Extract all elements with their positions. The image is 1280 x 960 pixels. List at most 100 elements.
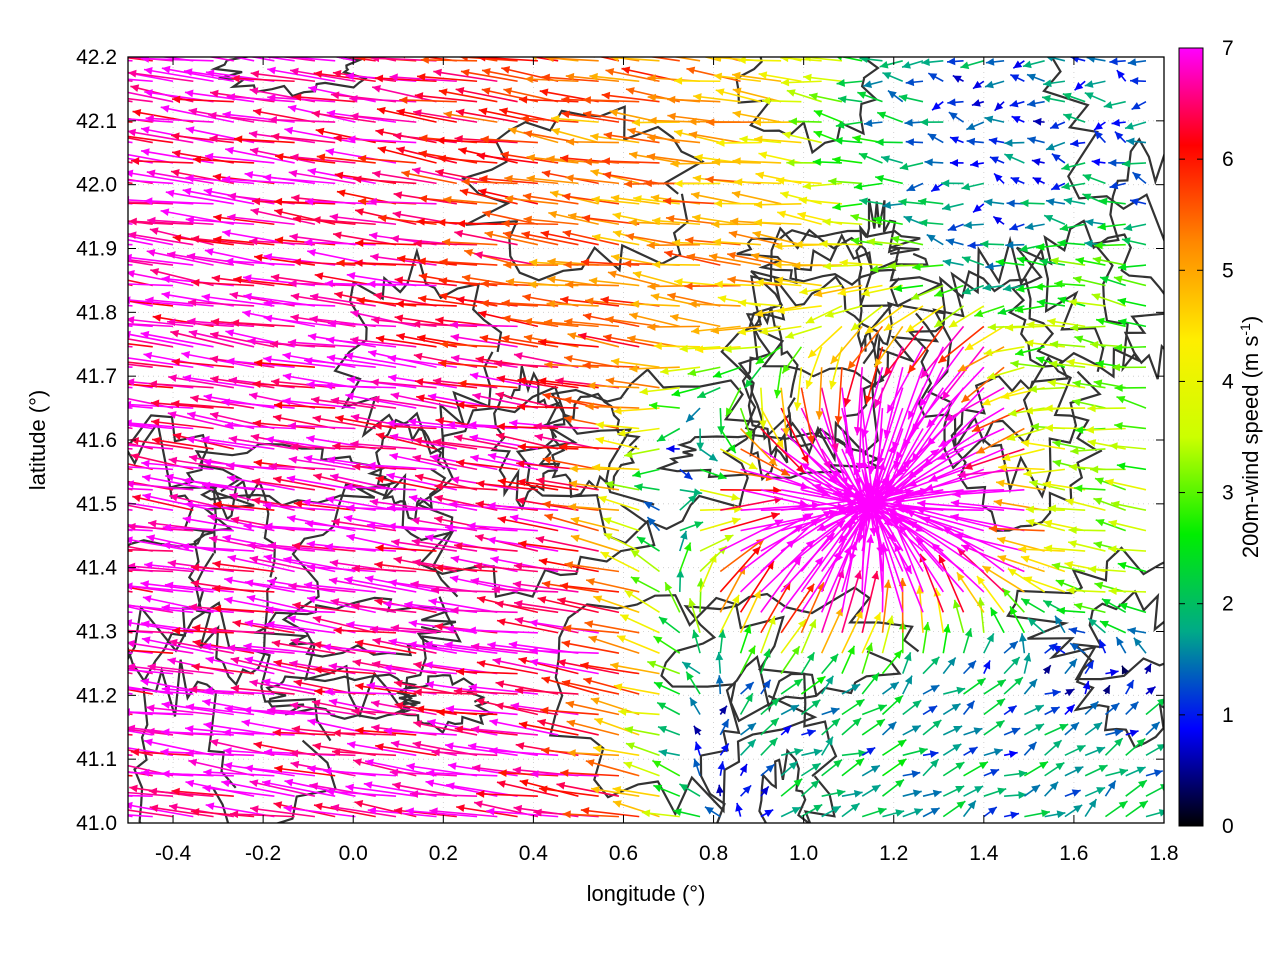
wind-arrow — [1104, 780, 1117, 797]
wind-arrow — [983, 346, 1025, 357]
terrain-contour — [461, 105, 705, 282]
wind-arrow — [1051, 153, 1066, 164]
wind-arrow — [983, 697, 1006, 716]
wind-arrow — [694, 741, 702, 756]
wind-arrow — [910, 284, 944, 300]
wind-arrow — [502, 230, 559, 246]
wind-arrow — [140, 580, 214, 593]
wind-arrow — [591, 233, 640, 246]
wind-arrow — [1087, 439, 1126, 450]
wind-arrow — [653, 342, 701, 351]
wind-arrow — [267, 541, 336, 552]
wind-arrow — [1095, 360, 1126, 369]
wind-arrow — [243, 522, 315, 532]
wind-arrow — [1108, 587, 1147, 595]
wind-arrow — [161, 701, 234, 716]
wind-arrow — [209, 411, 275, 430]
wind-arrow — [375, 544, 437, 552]
wind-arrow — [329, 213, 397, 226]
wind-arrow — [1050, 257, 1086, 266]
wind-arrow — [534, 433, 599, 450]
wind-arrow — [190, 394, 255, 409]
wind-arrow — [1109, 442, 1147, 451]
wind-arrow — [226, 644, 295, 655]
wind-arrow — [484, 230, 539, 246]
x-tick-label: 1.0 — [789, 842, 818, 865]
wind-arrow — [624, 725, 660, 736]
wind-arrow — [161, 728, 234, 737]
wind-arrow — [128, 629, 174, 634]
wind-arrow — [130, 748, 194, 757]
wind-arrow — [413, 688, 478, 697]
wind-arrow — [375, 743, 437, 757]
wind-arrow — [947, 223, 964, 232]
wind-arrow — [930, 182, 944, 193]
wind-arrow — [1074, 484, 1106, 493]
x-tick-label: 0.6 — [609, 842, 638, 865]
wind-arrow — [800, 779, 820, 797]
wind-arrow — [526, 174, 579, 185]
wind-arrow — [910, 366, 965, 433]
wind-arrow — [350, 309, 417, 328]
wind-arrow — [632, 271, 680, 287]
wind-arrow — [653, 681, 681, 695]
wind-arrow — [883, 325, 924, 377]
wind-arrow — [498, 769, 559, 778]
terrain-contour — [1007, 219, 1164, 379]
wind-arrow — [911, 387, 965, 463]
wind-arrow — [1064, 789, 1081, 797]
wind-arrow — [630, 300, 680, 308]
wind-arrow — [801, 729, 816, 737]
wind-arrow — [861, 407, 876, 496]
wind-arrow — [882, 681, 900, 695]
wind-arrow — [962, 628, 973, 654]
wind-arrow — [1023, 723, 1045, 736]
wind-arrow — [737, 299, 782, 307]
wind-arrow — [1093, 497, 1126, 511]
wind-arrow — [1003, 676, 1024, 695]
wind-arrow — [938, 554, 965, 613]
wind-arrow — [941, 346, 985, 401]
wind-arrow — [128, 480, 194, 491]
wind-arrow — [378, 214, 437, 226]
wind-arrow — [610, 194, 660, 205]
wind-arrow — [585, 577, 640, 593]
wind-arrow — [963, 727, 983, 736]
x-tick-label: 0.0 — [339, 842, 368, 865]
wind-arrow — [1043, 214, 1066, 225]
wind-arrow — [731, 190, 782, 205]
wind-arrow — [1090, 465, 1126, 474]
wind-arrow — [881, 579, 892, 633]
wind-arrow — [330, 803, 397, 818]
wind-arrow — [944, 386, 1005, 422]
wind-arrow — [408, 494, 478, 512]
wind-arrow — [263, 355, 336, 369]
wind-arrow — [739, 589, 762, 634]
wind-arrow — [585, 402, 640, 411]
wind-arrow — [540, 706, 599, 716]
wind-arrow — [773, 367, 782, 399]
wind-arrow — [960, 366, 1005, 404]
wind-arrow — [128, 316, 194, 328]
wind-arrow — [938, 407, 1005, 448]
wind-arrow — [415, 394, 478, 409]
wind-arrow — [1035, 356, 1066, 368]
wind-arrow — [332, 231, 397, 246]
wind-arrow — [436, 708, 498, 717]
wind-arrow — [753, 200, 802, 209]
x-tick-label: -0.2 — [245, 842, 281, 865]
wind-arrow — [688, 300, 741, 309]
wind-arrow — [983, 198, 1005, 207]
wind-arrow — [674, 179, 721, 188]
wind-arrow — [272, 475, 336, 491]
wind-arrow — [926, 366, 985, 429]
wind-arrow — [1023, 760, 1049, 777]
wind-arrow — [719, 428, 737, 454]
wind-arrow — [942, 800, 966, 818]
wind-arrow — [902, 675, 913, 695]
wind-arrow — [600, 551, 640, 573]
wind-arrow — [963, 677, 987, 695]
wind-arrow — [648, 401, 680, 410]
wind-arrow — [565, 700, 620, 716]
wind-arrow — [185, 216, 255, 226]
